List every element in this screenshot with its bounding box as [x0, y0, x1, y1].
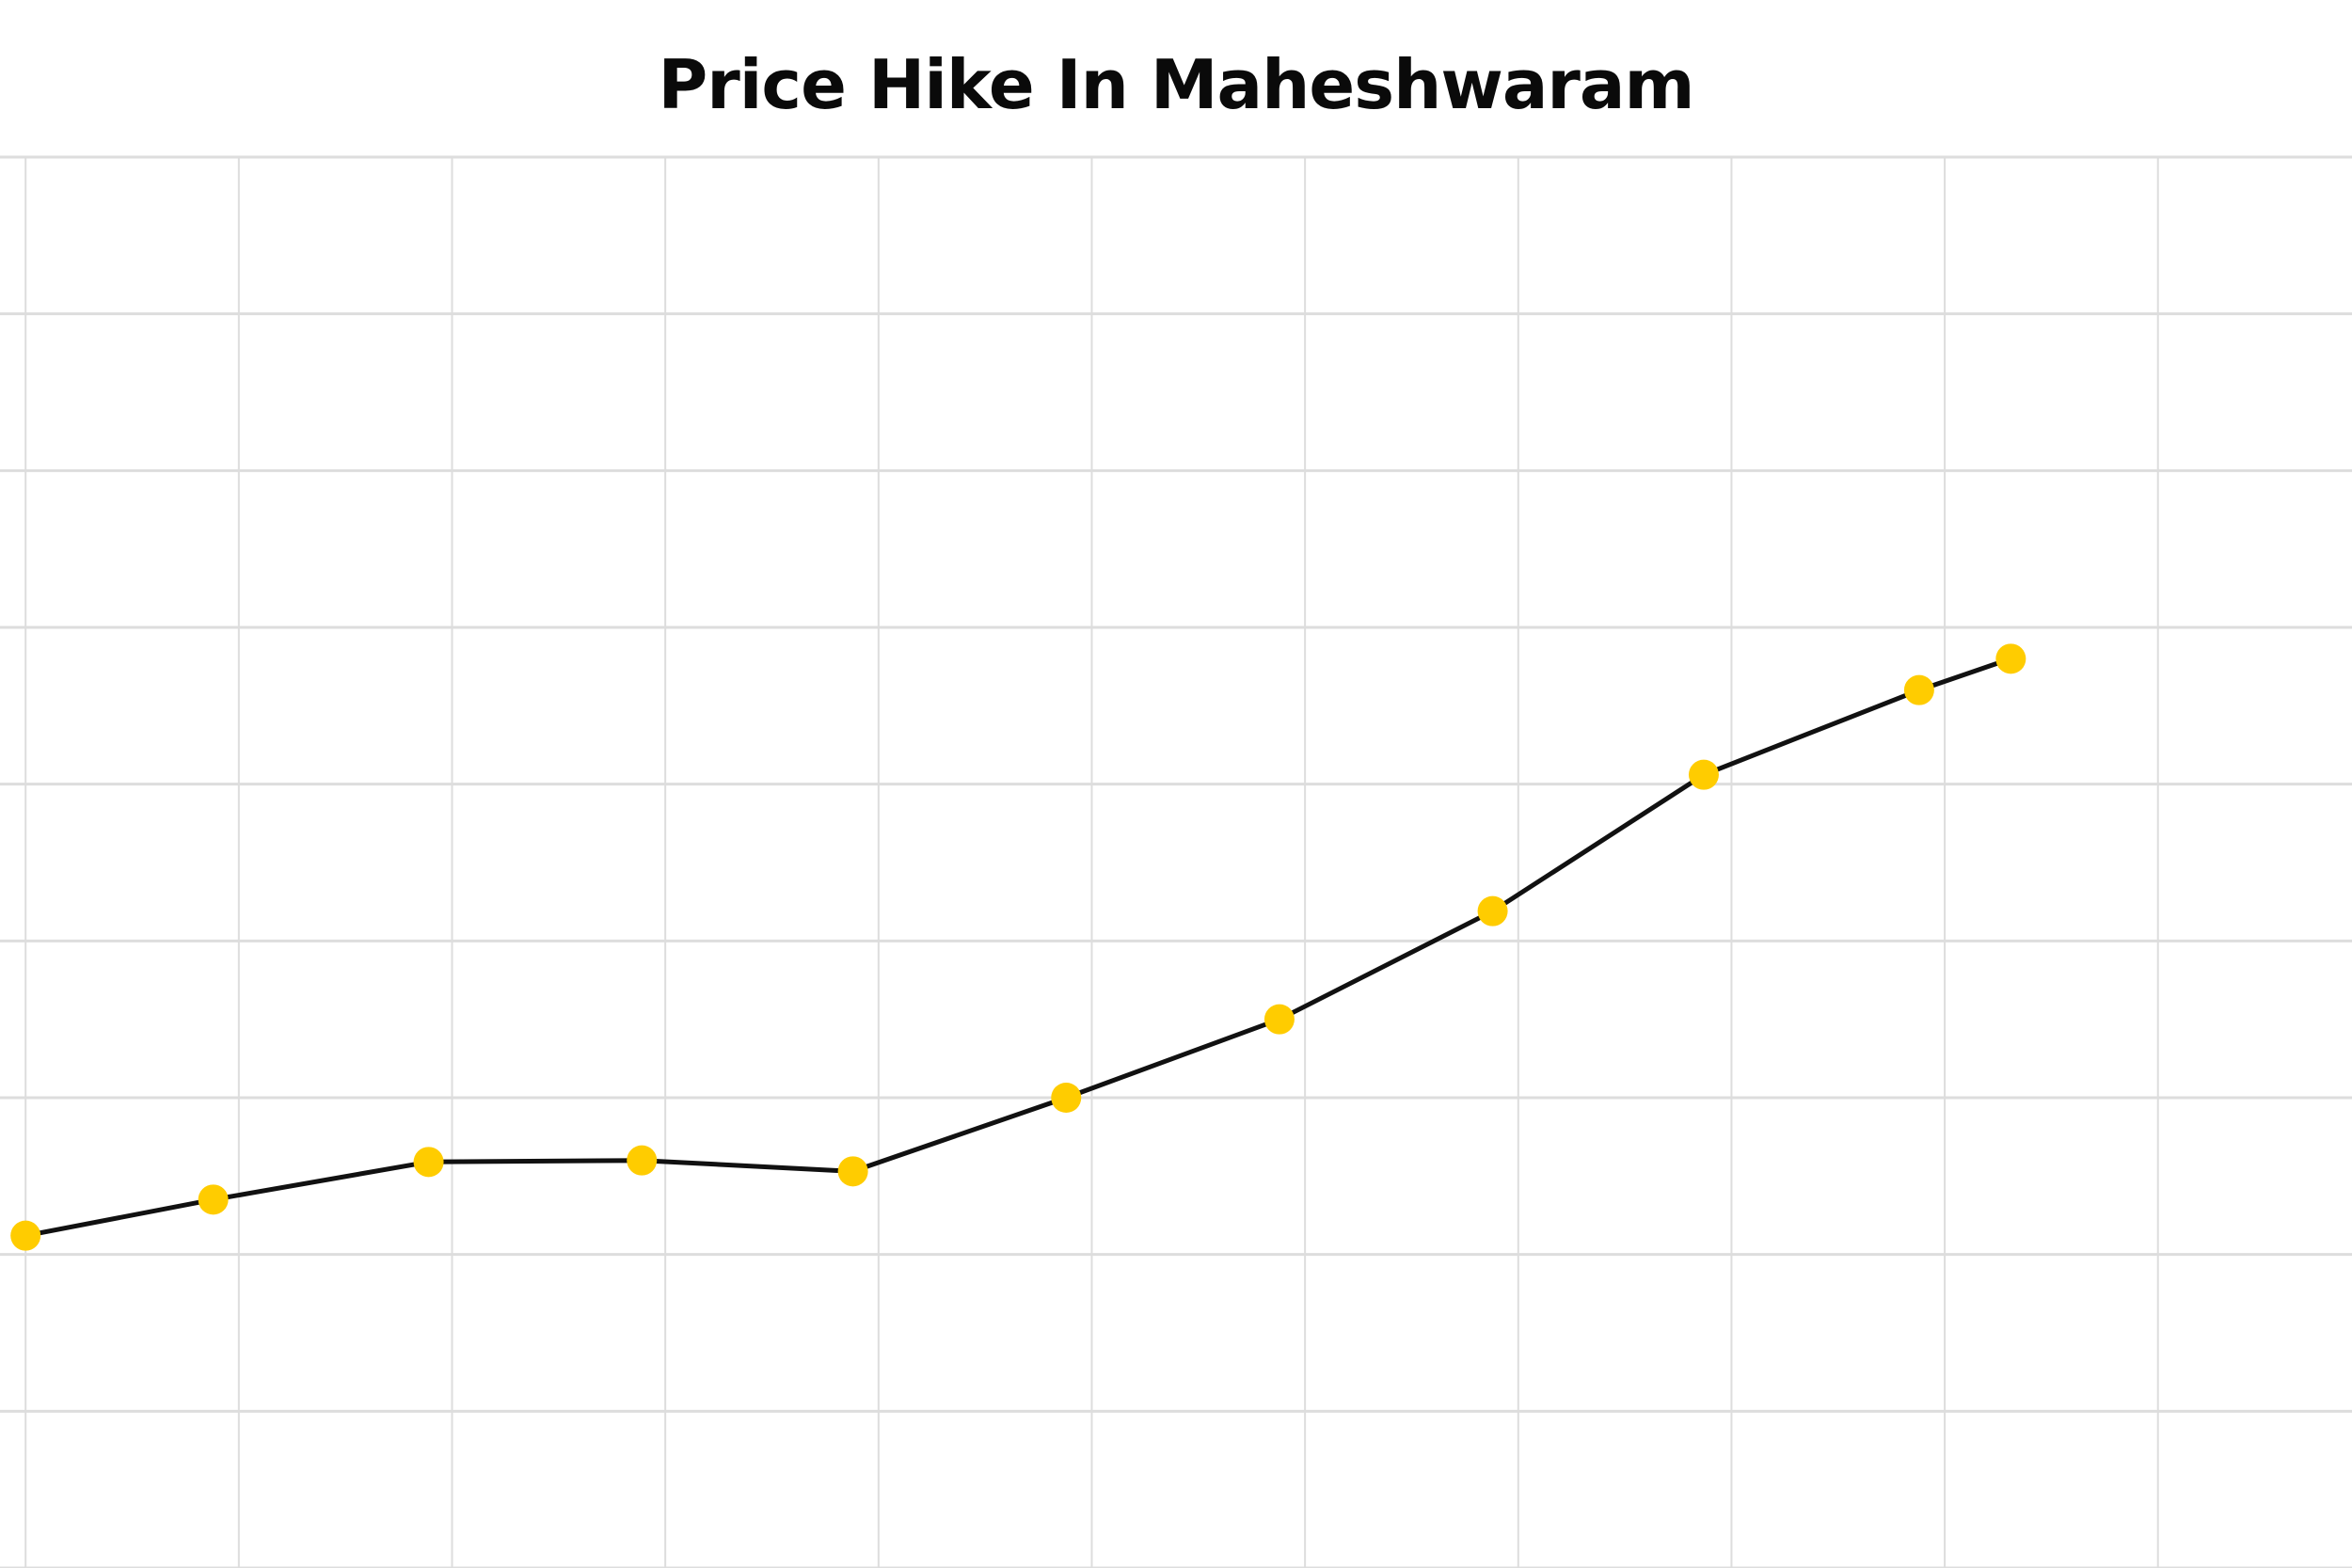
data-point: [413, 1147, 444, 1178]
data-point: [198, 1184, 229, 1215]
data-point: [1051, 1083, 1082, 1113]
data-point: [627, 1145, 658, 1176]
data-point: [1995, 643, 2026, 674]
data-point: [1688, 759, 1719, 790]
data-point: [10, 1220, 41, 1251]
grid-lines: [0, 155, 2352, 1568]
data-point: [1903, 674, 1934, 705]
chart-title: Price Hike In Maheshwaram: [658, 45, 1694, 124]
data-point: [1477, 895, 1508, 927]
series-line: [23, 656, 2013, 1239]
price-series: [23, 656, 2013, 1239]
data-point: [1263, 1004, 1295, 1035]
data-point: [837, 1156, 868, 1187]
data-markers: [10, 643, 2026, 1251]
